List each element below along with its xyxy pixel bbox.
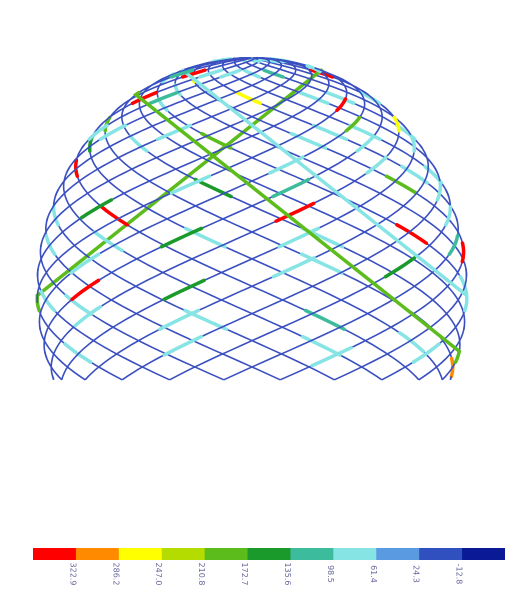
member (136, 58, 460, 380)
member-stress (397, 225, 426, 243)
member-stress (160, 311, 198, 330)
member-stress (259, 59, 261, 62)
legend-swatch (248, 548, 291, 560)
member-stress (164, 337, 201, 355)
legend-swatch (119, 548, 162, 560)
member-stress (302, 254, 342, 273)
legend-swatch (419, 548, 462, 560)
member-stress (279, 228, 318, 246)
member (62, 123, 415, 380)
member-stress (41, 292, 54, 311)
legend-label: 322.9 (68, 563, 77, 586)
member (45, 58, 369, 380)
member-stress (66, 296, 91, 315)
legend-label: 247.0 (154, 563, 163, 586)
legend-label: 98.5 (326, 565, 335, 583)
legend-label: -12.8 (455, 564, 464, 585)
legend-swatch (462, 548, 505, 560)
legend-swatch (333, 548, 376, 560)
legend-swatch (290, 548, 333, 560)
legend-label: 172.7 (240, 563, 249, 586)
member (40, 58, 344, 380)
legend-swatch (33, 548, 76, 560)
legend-label: 210.8 (197, 563, 206, 586)
member (76, 145, 419, 380)
screen: 322.9 286.2 247.0 210.8 172.7 135.6 98.5 61.4 24… (0, 0, 505, 595)
member-stress (221, 70, 240, 77)
legend-label: 24.3 (412, 565, 421, 583)
member-stress (273, 258, 314, 277)
member (90, 123, 443, 380)
member-stress (314, 125, 347, 139)
member-stress (350, 125, 380, 139)
legend-swatch (162, 548, 205, 560)
member-stress (196, 180, 232, 197)
member-stress (449, 236, 457, 255)
color-legend: 322.9 286.2 247.0 210.8 172.7 135.6 98.5 61.4 24… (33, 548, 505, 585)
legend-swatch (376, 548, 419, 560)
member-stress (303, 337, 340, 355)
member-stress (386, 258, 415, 277)
legend-label: 286.2 (111, 563, 120, 586)
legend-swatch (76, 548, 119, 560)
member-stress (412, 136, 415, 151)
member-stress (131, 136, 147, 151)
member-stress (462, 243, 463, 262)
legend-label: 61.4 (369, 565, 378, 583)
member-stress (357, 136, 373, 151)
dome-lattice (37, 58, 467, 380)
dome-view: 322.9 286.2 247.0 210.8 172.7 135.6 98.5 61.4 24… (0, 0, 505, 595)
legend-swatch (205, 548, 248, 560)
legend-label: 135.6 (283, 563, 292, 586)
member (85, 145, 428, 380)
member-stress (273, 180, 309, 197)
member (160, 58, 464, 380)
member-stress (162, 228, 202, 246)
member-stress (75, 307, 100, 326)
member-stress (327, 93, 354, 104)
